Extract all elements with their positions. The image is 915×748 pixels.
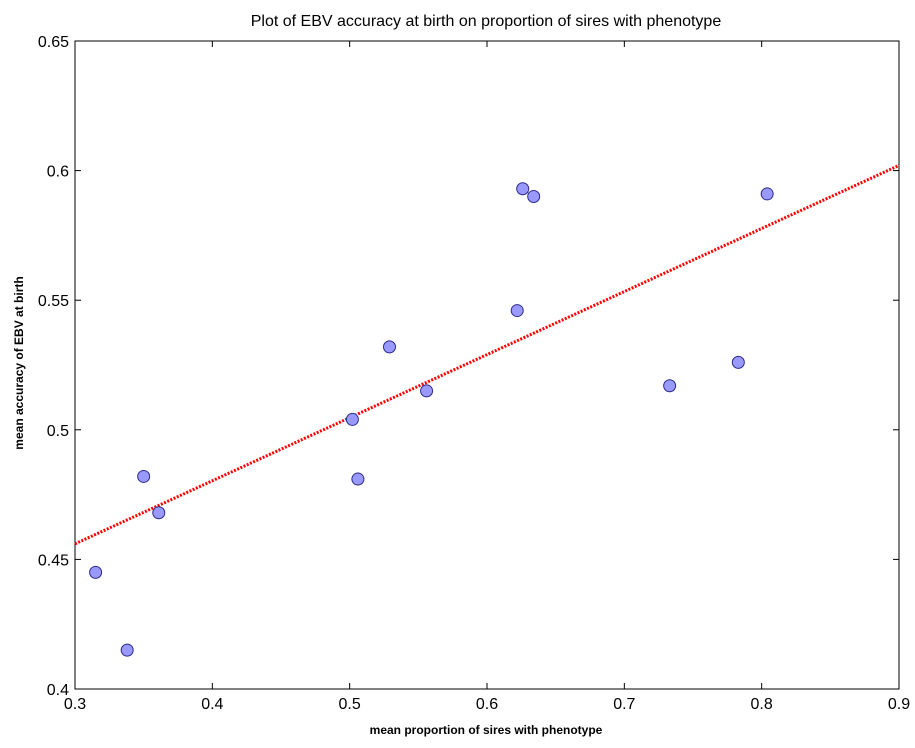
data-point [120,643,134,657]
x-tick-label: 0.7 [613,696,635,713]
y-axis-label: mean accuracy of EBV at birth [12,276,26,449]
x-tick-label: 0.6 [476,696,498,713]
data-point [420,384,434,398]
data-point [510,304,524,318]
data-point [760,187,774,201]
x-axis-label: mean proportion of sires with phenotype [370,723,603,737]
data-point [351,472,365,486]
x-tick-label: 0.8 [751,696,773,713]
data-point [152,506,166,520]
data-point [345,412,359,426]
axes-box [74,40,900,690]
y-tick-label: 0.5 [47,423,69,440]
data-point [663,379,677,393]
y-tick-label: 0.45 [38,552,69,569]
data-point [137,469,151,483]
y-tick-label: 0.65 [38,34,69,51]
plot-area: 0.3 0.4 0.5 0.6 0.7 0.8 0.90.40.450.50.550.60.… [38,34,910,713]
x-tick-label: 0.9 [888,696,910,713]
data-point [731,355,745,369]
data-point [527,190,541,204]
y-tick-label: 0.55 [38,293,69,310]
data-point [516,182,530,196]
chart-title: Plot of EBV accuracy at birth on proport… [251,13,722,30]
y-tick-label: 0.4 [47,682,69,699]
data-point [89,565,103,579]
trendline [74,164,900,546]
x-tick-label: 0.3 [64,696,86,713]
x-tick-label: 0.5 [339,696,361,713]
x-tick-label: 0.4 [201,696,223,713]
y-tick-label: 0.6 [47,164,69,181]
data-point [382,340,396,354]
